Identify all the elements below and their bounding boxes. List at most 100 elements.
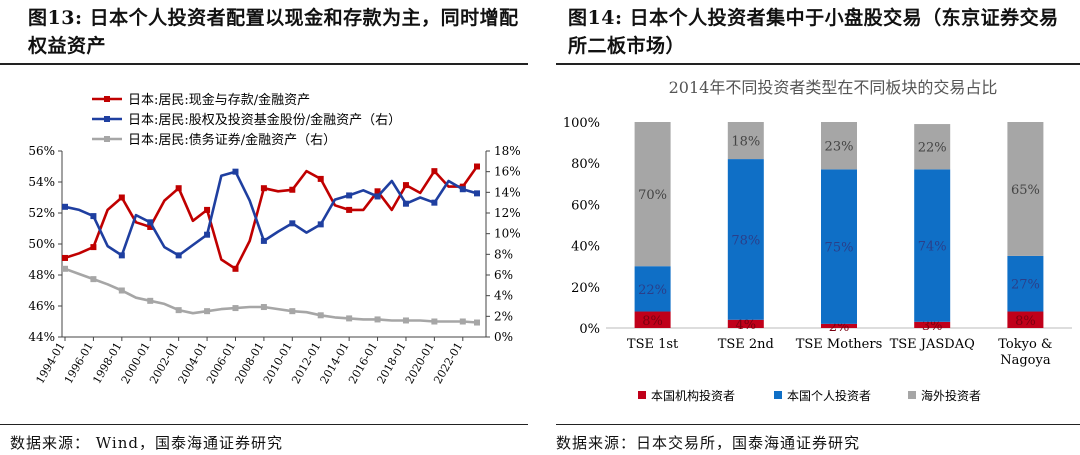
- bar-segment-1: [634, 266, 671, 312]
- bar-data-label: 3%: [922, 319, 943, 334]
- series-point-2: [62, 265, 68, 272]
- series-point-2: [175, 307, 182, 314]
- bar-data-label: 23%: [825, 140, 854, 155]
- series-point-0: [118, 194, 125, 201]
- series-point-1: [260, 237, 267, 244]
- series-point-0: [204, 206, 211, 213]
- bar-segment-0: [634, 311, 671, 328]
- series-line-1: [64, 170, 478, 257]
- series-point-1: [232, 168, 239, 175]
- bar-data-label: 22%: [638, 283, 667, 298]
- bar-y-tick-label: 80%: [571, 157, 600, 172]
- series-point-0: [62, 254, 68, 261]
- left-figure-caption: 日本个人投资者配置以现金和存款为主，同时增配权益资产: [28, 7, 519, 57]
- series-point-1: [402, 200, 409, 207]
- right-y-tick-label: 8%: [494, 247, 513, 261]
- bar-segment-1: [914, 169, 951, 322]
- series-point-2: [232, 305, 239, 312]
- bar-category-label: TSE Mothers: [796, 337, 883, 352]
- series-point-2: [289, 308, 296, 315]
- left-y-tick-label: 46%: [28, 299, 55, 313]
- right-y-tick-label: 14%: [494, 185, 521, 199]
- right-y-tick-label: 16%: [494, 165, 521, 179]
- series-point-0: [90, 244, 97, 251]
- series-point-0: [431, 168, 438, 175]
- bar-data-label: 8%: [1015, 314, 1036, 329]
- bar-data-label: 27%: [1011, 278, 1040, 293]
- right-y-tick-label: 2%: [494, 309, 513, 323]
- left-y-tick-label: 52%: [28, 206, 55, 220]
- series-line-2: [64, 267, 478, 324]
- left-y-tick-label: 54%: [28, 175, 55, 189]
- bar-data-label: 78%: [731, 233, 760, 248]
- legend-label-2: 日本:居民:债务证券/金融资产（右）: [128, 132, 336, 148]
- series-point-2: [459, 318, 466, 325]
- bar-data-label: 22%: [918, 141, 947, 156]
- bar-data-label: 70%: [638, 188, 667, 203]
- bar-legend-label-2: 海外投资者: [921, 388, 981, 403]
- bar-segment-0: [1007, 311, 1044, 328]
- bar-legend-label-1: 本国个人投资者: [787, 388, 871, 403]
- bar-segment-2: [727, 122, 764, 160]
- series-point-1: [317, 221, 324, 228]
- bar-segment-2: [1007, 122, 1044, 256]
- left-y-tick-label: 44%: [28, 330, 55, 344]
- left-source-note: 数据来源： Wind，国泰海通证券研究: [10, 434, 283, 452]
- series-point-2: [346, 315, 353, 322]
- series-point-2: [431, 318, 438, 325]
- bar-data-label: 75%: [825, 241, 854, 256]
- series-point-2: [204, 308, 211, 315]
- bar-y-tick-label: 0%: [579, 322, 600, 337]
- series-point-2: [118, 287, 125, 294]
- series-point-1: [118, 252, 125, 259]
- series-point-0: [232, 265, 239, 272]
- bar-category-label: Tokyo & Nagoya: [998, 337, 1052, 368]
- bar-segment-0: [727, 319, 764, 328]
- series-point-1: [62, 203, 68, 210]
- left-y-tick-label: 48%: [28, 268, 55, 282]
- line-chart: 44% 46% 48% 50% 52% 54% 56% 0% 2% 4% 6% 8% 10% 12% 14%…: [28, 92, 521, 386]
- series-point-1: [90, 213, 97, 220]
- right-bottom-rule: [556, 424, 1080, 425]
- bar-y-tick-label: 40%: [571, 240, 600, 255]
- bar-legend-label-0: 本国机构投资者: [651, 388, 735, 403]
- series-point-0: [289, 186, 296, 193]
- series-point-1: [431, 199, 438, 206]
- bar-y-tick-label: 20%: [571, 281, 600, 296]
- legend-label-0: 日本:居民:现金与存款/金融资产: [128, 92, 310, 108]
- series-point-0: [260, 185, 267, 192]
- right-y-tick-label: 6%: [494, 268, 513, 282]
- bar-chart-title: 2014年不同投资者类型在不同板块的交易占比: [669, 78, 998, 97]
- series-point-1: [204, 231, 211, 238]
- series-point-2: [90, 276, 97, 283]
- series-point-0: [147, 223, 154, 230]
- left-bottom-rule: [0, 424, 528, 425]
- series-point-1: [474, 190, 480, 197]
- bar-category-label: TSE JASDAQ: [890, 337, 975, 352]
- bar-data-label: 74%: [918, 240, 947, 255]
- series-point-1: [459, 186, 466, 193]
- bar-legend-swatch-0: [638, 391, 646, 399]
- series-point-2: [402, 317, 409, 324]
- series-point-1: [346, 192, 353, 199]
- right-figure-label: 图14:: [568, 7, 623, 29]
- bar-data-label: 65%: [1011, 183, 1040, 198]
- series-line-0: [64, 165, 479, 271]
- right-y-tick-label: 18%: [494, 144, 521, 158]
- bar-segment-0: [821, 323, 857, 328]
- legend-marker-1: [104, 116, 110, 122]
- series-point-2: [374, 316, 381, 323]
- bar-segment-1: [727, 159, 764, 320]
- bar-segment-1: [821, 169, 857, 324]
- bar-segment-1: [1007, 255, 1044, 312]
- series-point-1: [374, 193, 381, 200]
- bar-data-label: 18%: [731, 135, 760, 150]
- bar-category-label: TSE 2nd: [718, 337, 774, 352]
- legend-marker-0: [104, 96, 110, 102]
- right-figure-caption: 日本个人投资者集中于小盘股交易（东京证券交易所二板市场）: [568, 7, 1059, 57]
- series-point-0: [374, 188, 381, 195]
- series-point-2: [147, 297, 154, 304]
- series-point-2: [474, 319, 480, 326]
- series-point-2: [260, 304, 267, 311]
- right-figure-title: 图14: 日本个人投资者集中于小盘股交易（东京证券交易所二板市场）: [568, 4, 1068, 60]
